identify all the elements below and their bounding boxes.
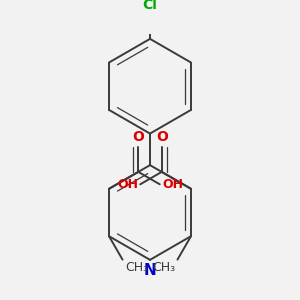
Text: O: O: [156, 130, 168, 144]
Text: CH₃: CH₃: [152, 261, 175, 274]
Text: Cl: Cl: [142, 0, 158, 12]
Text: OH: OH: [162, 178, 183, 191]
Text: N: N: [144, 263, 156, 278]
Text: OH: OH: [117, 178, 138, 191]
Text: O: O: [132, 130, 144, 144]
Text: CH₃: CH₃: [125, 261, 148, 274]
